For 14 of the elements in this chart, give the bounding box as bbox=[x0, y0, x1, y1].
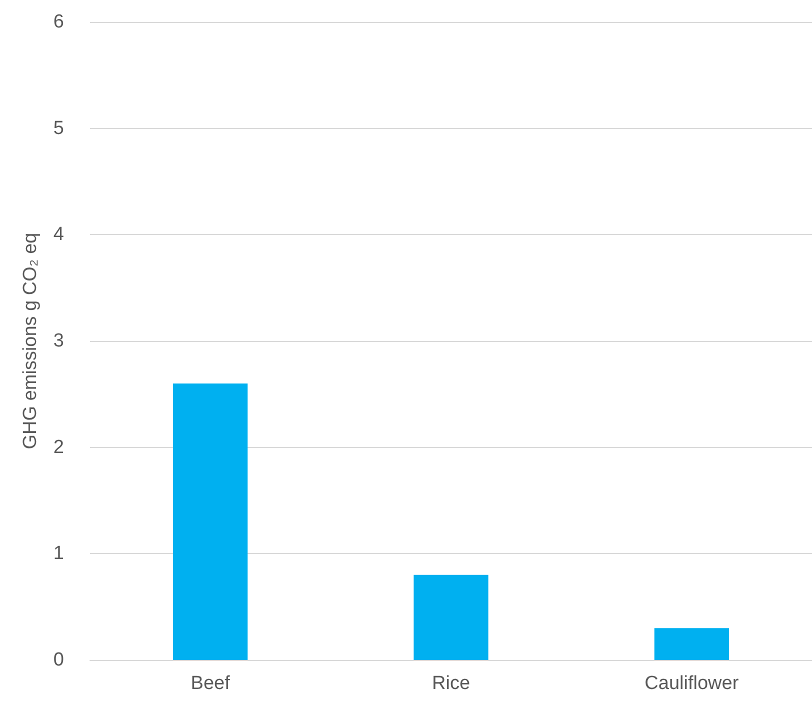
y-tick-label: 4 bbox=[53, 224, 64, 246]
x-tick-label: Rice bbox=[432, 673, 470, 694]
x-tick-label: Beef bbox=[190, 673, 231, 694]
x-tick-label: Cauliflower bbox=[644, 673, 740, 694]
y-axis-title: GHG emissions g CO₂ eq bbox=[20, 232, 41, 450]
bar bbox=[654, 628, 729, 660]
y-tick-label: 1 bbox=[53, 543, 64, 564]
y-tick-label: 5 bbox=[53, 118, 64, 139]
y-tick-label: 6 bbox=[53, 12, 64, 32]
y-tick-label: 0 bbox=[53, 650, 64, 670]
bar bbox=[173, 384, 248, 660]
y-tick-label: 2 bbox=[53, 436, 64, 458]
bar bbox=[414, 574, 488, 660]
y-tick-label: 3 bbox=[53, 330, 64, 352]
